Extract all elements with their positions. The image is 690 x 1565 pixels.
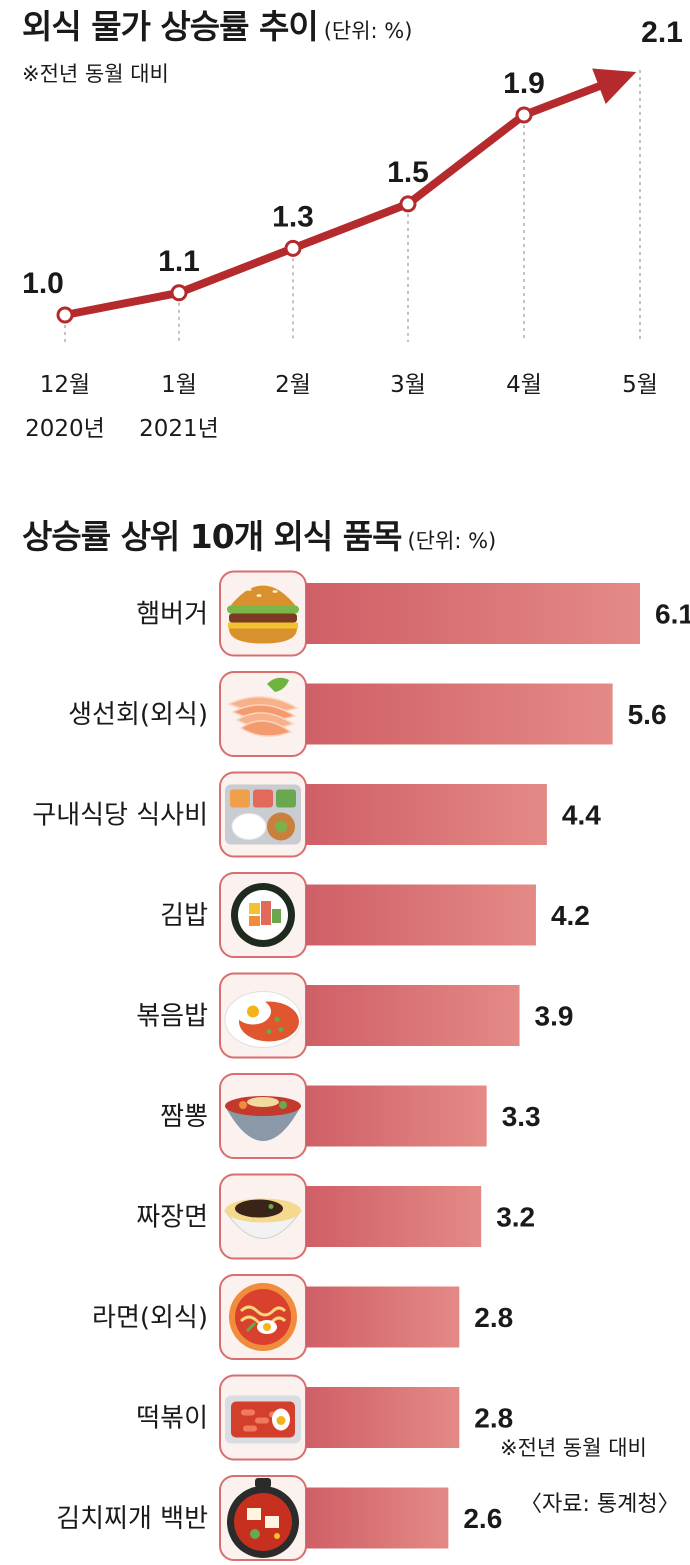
category-label: 햄버거 <box>136 600 208 630</box>
bar-chart-title: 상승률 상위 10개 외식 품목 (단위: %) <box>22 510 496 558</box>
kimchi-stew-icon <box>227 1478 299 1558</box>
data-label: 4.2 <box>551 900 590 931</box>
x-year-label: 2020년 <box>25 416 105 442</box>
category-label: 김치찌개 백반 <box>56 1504 208 1534</box>
x-tick-label: 2월 <box>275 372 311 398</box>
data-label: 2.8 <box>474 1302 513 1333</box>
gimbap-icon <box>231 883 295 947</box>
category-label: 김밥 <box>160 901 208 931</box>
ramen-icon <box>229 1283 297 1351</box>
bar <box>306 1387 460 1448</box>
data-label: 4.4 <box>562 800 601 831</box>
bar <box>306 683 613 745</box>
x-year-label: 2021년 <box>139 416 219 442</box>
data-label: 1.1 <box>158 245 200 278</box>
category-label: 떡볶이 <box>136 1404 208 1434</box>
tteokbokki-icon <box>225 1395 301 1444</box>
line-chart-unit: (단위: %) <box>323 19 413 43</box>
bar <box>306 1286 460 1348</box>
line-chart: 1.0 1.1 1.3 1.5 1.9 2.1 12월 2020년 1월 2021년 2월 3월 4월 5… <box>22 16 683 442</box>
data-label: 2.8 <box>474 1403 513 1434</box>
line-chart-note: ※전년 동월 대비 <box>22 62 169 86</box>
x-tick-label: 1월 <box>161 372 197 398</box>
footer-note: ※전년 동월 대비 <box>500 1436 647 1460</box>
data-point <box>56 306 74 324</box>
jjajangmyeon-icon <box>224 1198 302 1239</box>
data-label: 2.1 <box>641 16 683 49</box>
data-label: 3.2 <box>496 1202 535 1233</box>
data-point <box>284 239 302 257</box>
sashimi-icon <box>227 677 299 737</box>
hamburger-icon <box>227 582 299 644</box>
cafeteria-tray-icon <box>225 784 301 845</box>
bar <box>306 583 640 644</box>
category-label: 짜장면 <box>136 1203 208 1233</box>
data-label: 1.9 <box>503 67 545 100</box>
category-label: 라면(외식) <box>92 1303 208 1333</box>
jjamppong-icon <box>225 1096 301 1141</box>
fried-rice-icon <box>224 991 302 1048</box>
bar-chart: 햄버거 6.1 생선회(외식) 5.6 구내식당 식사비 4.4 김밥 4.2 볶음밥 3.9 짬뽕… <box>32 570 690 1561</box>
data-label: 1.5 <box>387 156 429 189</box>
bar <box>306 784 547 845</box>
data-label: 6.1 <box>655 599 690 630</box>
x-tick-label: 3월 <box>390 372 426 398</box>
data-label: 3.9 <box>535 1001 574 1032</box>
bar <box>306 985 520 1046</box>
x-tick-label: 5월 <box>622 372 658 398</box>
bar <box>306 884 536 946</box>
category-label: 볶음밥 <box>136 1002 208 1032</box>
data-point <box>399 195 417 213</box>
data-point <box>170 284 188 302</box>
x-tick-label: 4월 <box>506 372 542 398</box>
footer-source: 〈자료: 통계청〉 <box>520 1492 680 1517</box>
data-point <box>515 106 533 124</box>
bar-chart-title-text: 상승률 상위 10개 외식 품목 <box>22 517 402 556</box>
category-label: 생선회(외식) <box>68 700 208 730</box>
data-label: 1.3 <box>272 200 314 233</box>
data-label: 5.6 <box>628 699 667 730</box>
category-label: 구내식당 식사비 <box>32 801 208 831</box>
category-label: 짬뽕 <box>160 1102 208 1132</box>
line-chart-title-text: 외식 물가 상승률 추이 <box>22 7 319 46</box>
series-line-arrow <box>522 81 605 119</box>
data-label: 3.3 <box>502 1101 541 1132</box>
bar <box>306 1186 482 1247</box>
bar <box>306 1085 487 1147</box>
line-chart-title: 외식 물가 상승률 추이 (단위: %) <box>22 0 412 48</box>
data-label: 1.0 <box>22 267 64 300</box>
bar-chart-unit: (단위: %) <box>407 529 497 553</box>
data-label: 2.6 <box>463 1503 502 1534</box>
arrow-head <box>592 68 637 105</box>
x-tick-label: 12월 <box>40 372 90 398</box>
bar <box>306 1487 449 1549</box>
